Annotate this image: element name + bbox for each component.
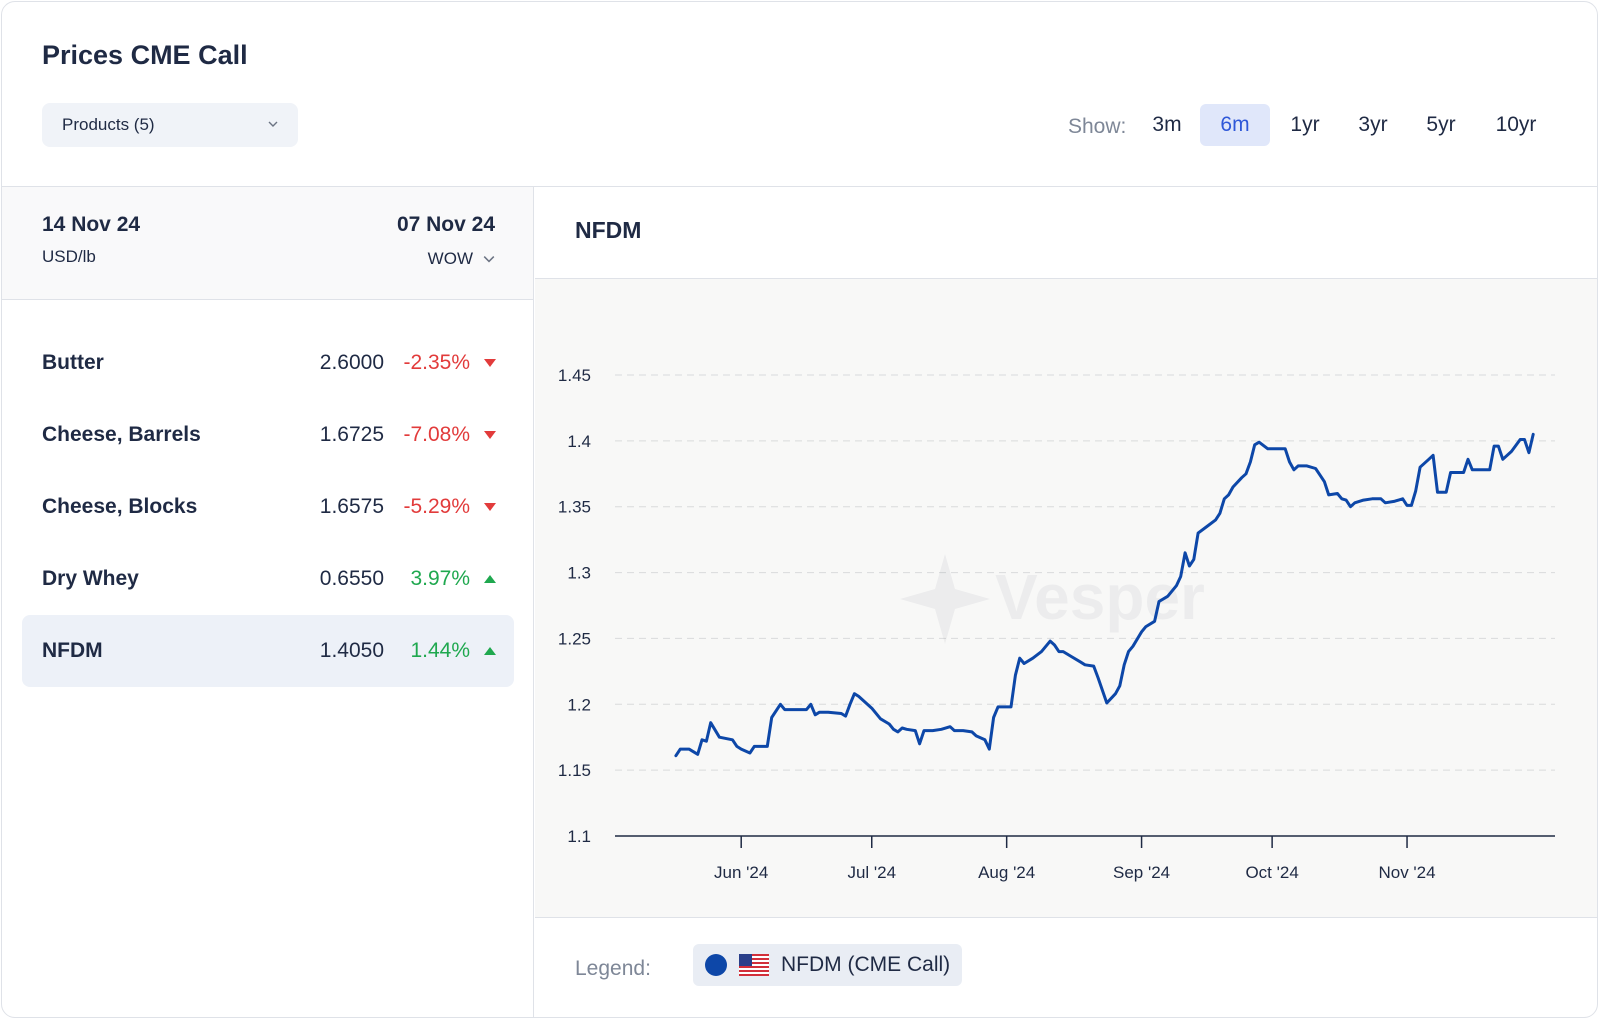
product-value: 1.4050 [319,639,384,662]
y-tick-label: 1.1 [567,827,591,846]
chevron-down-icon [268,121,278,127]
product-name: Cheese, Blocks [42,495,198,518]
legend-item-nfdm[interactable]: NFDM (CME Call) [693,944,963,986]
chart-grid [615,374,1555,771]
current-date: 14 Nov 24 [42,213,141,236]
product-value: 0.6550 [319,567,384,590]
products-dropdown[interactable]: Products (5) [42,103,298,147]
arrow-down-icon [484,503,496,511]
compare-date: 07 Nov 24 [396,213,495,236]
legend-label: Legend: [575,957,651,980]
legend-item-label: NFDM (CME Call) [781,953,951,976]
range-6m-button[interactable]: 6m [1200,104,1270,146]
product-value: 2.6000 [319,351,384,374]
watermark-text: Vesper [995,561,1205,633]
product-change: 3.97% [410,567,470,590]
chart-panel: NFDM Vesper 1.1 1.15 1.2 1.25 1.3 1.35 1.4 1.45… [535,187,1597,1017]
range-3m-button[interactable]: 3m [1152,113,1182,136]
watermark-star-icon [900,554,990,644]
x-tick-label: Sep '24 [1113,863,1170,882]
compare-mode-dropdown[interactable]: WOW [428,249,495,269]
range-3yr-button[interactable]: 3yr [1358,113,1388,136]
chart-area: Vesper 1.1 1.15 1.2 1.25 1.3 1.35 1.4 1.45 Jun '… [535,278,1597,918]
x-tick-label: Jun '24 [714,863,768,882]
product-name: Cheese, Barrels [42,423,201,446]
y-tick-label: 1.35 [558,498,591,517]
product-row-nfdm[interactable]: NFDM 1.4050 1.44% [22,615,514,687]
y-tick-label: 1.45 [558,366,591,385]
series-line-nfdm [674,432,1535,758]
chart-axes: 1.1 1.15 1.2 1.25 1.3 1.35 1.4 1.45 Jun '24 Jul '… [558,366,1555,882]
y-tick-label: 1.15 [558,761,591,780]
series-color-dot [705,954,727,976]
show-label: Show: [1068,115,1127,138]
x-tick-label: Aug '24 [978,863,1035,882]
us-flag-icon [739,954,769,976]
chevron-down-icon [483,256,495,263]
y-tick-label: 1.2 [567,695,591,714]
price-unit: USD/lb [42,247,96,266]
page-title: Prices CME Call [42,40,248,70]
y-tick-label: 1.3 [567,564,591,583]
product-name: Butter [42,351,104,374]
product-change: -7.08% [403,423,470,446]
range-1yr-button[interactable]: 1yr [1290,113,1320,136]
line-chart: Vesper 1.1 1.15 1.2 1.25 1.3 1.35 1.4 1.45 Jun '… [558,366,1555,882]
product-change: 1.44% [410,639,470,662]
price-table: 14 Nov 24 USD/lb 07 Nov 24 WOW Butter 2.… [2,187,534,1017]
y-tick-label: 1.25 [558,629,591,648]
range-10yr-button[interactable]: 10yr [1495,113,1537,136]
product-value: 1.6725 [319,423,384,446]
arrow-up-icon [484,647,496,655]
chart-title: NFDM [575,217,642,243]
y-tick-label: 1.4 [567,432,591,451]
x-tick-label: Oct '24 [1245,863,1298,882]
arrow-up-icon [484,575,496,583]
x-tick-label: Jul '24 [847,863,896,882]
product-value: 1.6575 [319,495,384,518]
product-change: -5.29% [403,495,470,518]
products-dropdown-label: Products (5) [62,115,155,134]
product-row-cheese-barrels[interactable]: Cheese, Barrels 1.6725 -7.08% [22,399,514,471]
product-name: NFDM [42,639,103,662]
compare-mode-label: WOW [427,249,473,268]
product-row-dry-whey[interactable]: Dry Whey 0.6550 3.97% [22,543,514,615]
arrow-down-icon [484,431,496,439]
arrow-down-icon [484,359,496,367]
watermark: Vesper [900,554,1205,644]
product-row-cheese-blocks[interactable]: Cheese, Blocks 1.6575 -5.29% [22,471,514,543]
header-divider [2,186,1597,187]
price-table-header: 14 Nov 24 USD/lb 07 Nov 24 WOW [2,187,533,300]
x-tick-label: Nov '24 [1378,863,1435,882]
product-row-butter[interactable]: Butter 2.6000 -2.35% [22,327,514,399]
product-name: Dry Whey [42,567,139,590]
range-5yr-button[interactable]: 5yr [1426,113,1456,136]
product-change: -2.35% [403,351,470,374]
